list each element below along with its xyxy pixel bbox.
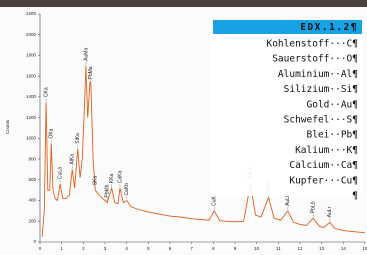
peak-label: CuLa <box>57 167 63 179</box>
overlay-line: Sauerstoff···O¶ <box>272 54 358 65</box>
overlay-line: ¶ <box>352 191 358 202</box>
peak-label: AlKa <box>70 154 76 165</box>
overlay: EDX.1.2¶ Kohlenstoff···C¶ Sauerstoff···O¶… <box>211 20 362 202</box>
peak-label: CaKa <box>117 170 123 183</box>
peak-label: AuLr <box>327 206 333 217</box>
peak-label: OKa <box>49 128 55 138</box>
y-axis-label: Counts <box>5 119 10 134</box>
overlay-line: Kupfer···Cu¶ <box>289 175 358 186</box>
x-tick-label: 11 <box>276 246 281 251</box>
x-tick-label: 13 <box>319 246 325 251</box>
y-tick-label: 1200 <box>26 115 37 120</box>
peak-label: SKa <box>93 176 99 186</box>
peak-label: CKa <box>43 87 49 97</box>
x-tick-label: 14 <box>341 246 347 251</box>
screenshot: Counts 020040060080010001200140016001800… <box>0 0 367 255</box>
overlay-line: Silizium··Si¶ <box>284 84 358 95</box>
overlay-line: Aluminium··Al¶ <box>278 69 358 80</box>
overlay-title: EDX.1.2¶ <box>300 22 358 33</box>
overlay-line: Kohlenstoff···C¶ <box>266 39 358 50</box>
overlay-line: Calcium··Ca¶ <box>289 160 358 171</box>
y-tick-label: 2200 <box>26 11 37 16</box>
overlay-line: Gold··Au¶ <box>307 99 358 110</box>
overlay-line: Schwefel···S¶ <box>284 115 358 126</box>
x-tick-label: 10 <box>254 246 260 251</box>
overlay-line: Kalium···K¶ <box>295 145 358 156</box>
x-tick-label: 12 <box>297 246 303 251</box>
peak-label: PbMa <box>88 66 94 79</box>
peak-label: PbLb <box>311 201 317 213</box>
y-tick-label: 2000 <box>26 32 37 37</box>
peak-label: AuMa <box>83 48 89 61</box>
y-tick-label: 1600 <box>26 73 37 78</box>
y-tick-label: 600 <box>28 177 36 182</box>
peak-label: PbMb <box>104 184 110 197</box>
peak-label: KKa <box>109 173 115 183</box>
y-tick-label: 1400 <box>26 94 37 99</box>
page: {"chart_data": { "type": "line", "y_labe… <box>0 0 367 255</box>
x-tick-label: 15 <box>362 246 367 251</box>
peak-label: SiKa <box>75 133 81 144</box>
y-tick-label: 400 <box>28 198 36 203</box>
y-tick-label: 200 <box>28 218 36 223</box>
y-tick-label: 800 <box>28 156 36 161</box>
photo-border <box>0 0 367 7</box>
y-tick-label: 1800 <box>26 53 37 58</box>
peak-label: CaKb <box>124 183 130 196</box>
y-tick-label: 1000 <box>26 136 37 141</box>
overlay-line: Blei··Pb¶ <box>307 130 358 141</box>
